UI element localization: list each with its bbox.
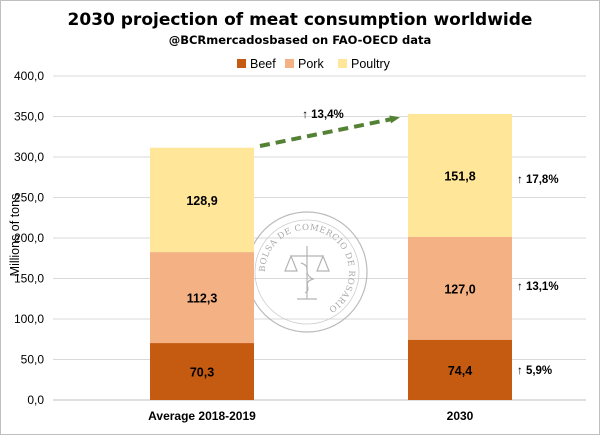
y-tick-label: 300,0	[14, 150, 44, 164]
data-label-beef: 74,4	[448, 364, 472, 378]
y-axis-label: Millions of tons	[8, 194, 22, 277]
growth-annotations: ↑ 13,4% ↑ 17,8% ↑ 13,1% ↑ 5,9%	[259, 109, 559, 377]
legend-swatch-poultry	[338, 59, 347, 68]
bars: 70,3 112,3 128,9 74,4 127,0 151,8	[150, 113, 512, 400]
legend-label-poultry: Poultry	[351, 57, 391, 71]
bar-segment-poultry	[150, 147, 254, 253]
y-tick-label: 350,0	[14, 110, 44, 124]
data-label-pork: 127,0	[444, 282, 475, 296]
y-tick-label: 200,0	[14, 231, 44, 245]
y-tick-label: 50,0	[21, 353, 45, 367]
y-tick-label: 250,0	[14, 191, 44, 205]
bar-segment-beef	[408, 339, 512, 400]
data-label-pork: 112,3	[187, 292, 218, 306]
legend-swatch-pork	[285, 59, 294, 68]
y-tick-label: 150,0	[14, 272, 44, 286]
bar-segment-beef	[150, 343, 254, 400]
data-label-poultry: 128,9	[186, 194, 217, 208]
chart-title: 2030 projection of meat consumption worl…	[68, 10, 533, 30]
y-tick-label: 100,0	[14, 312, 44, 326]
beef-growth-label: ↑ 5,9%	[517, 365, 552, 377]
legend-swatch-beef	[237, 59, 246, 68]
bar-segment-poultry	[408, 113, 512, 237]
y-tick-label: 0,0	[27, 393, 44, 407]
growth-arrow	[259, 115, 400, 148]
poultry-growth-label: ↑ 17,8%	[517, 174, 559, 186]
legend: Beef Pork Poultry	[237, 57, 391, 71]
bar-segment-pork	[408, 236, 512, 340]
chart-subtitle: @BCRmercadosbased on FAO-OECD data	[169, 33, 432, 47]
data-label-poultry: 151,8	[444, 169, 475, 183]
y-tick-label: 400,0	[14, 69, 44, 83]
total-growth-label: ↑ 13,4%	[302, 109, 344, 121]
axis-labels: 0,0 50,0 100,0 150,0 200,0 250,0 300,0 350,0 400…	[14, 69, 474, 423]
legend-label-beef: Beef	[250, 57, 276, 71]
pork-growth-label: ↑ 13,1%	[517, 281, 559, 293]
watermark-seal: BOLSA DE COMERCIO DE ROSARIO	[246, 211, 368, 333]
data-label-beef: 70,3	[190, 366, 214, 380]
x-category-label: Average 2018-2019	[148, 409, 256, 423]
bar-segment-pork	[150, 252, 254, 344]
gridlines	[53, 75, 586, 401]
legend-label-pork: Pork	[298, 57, 324, 71]
x-category-label: 2030	[447, 409, 474, 423]
